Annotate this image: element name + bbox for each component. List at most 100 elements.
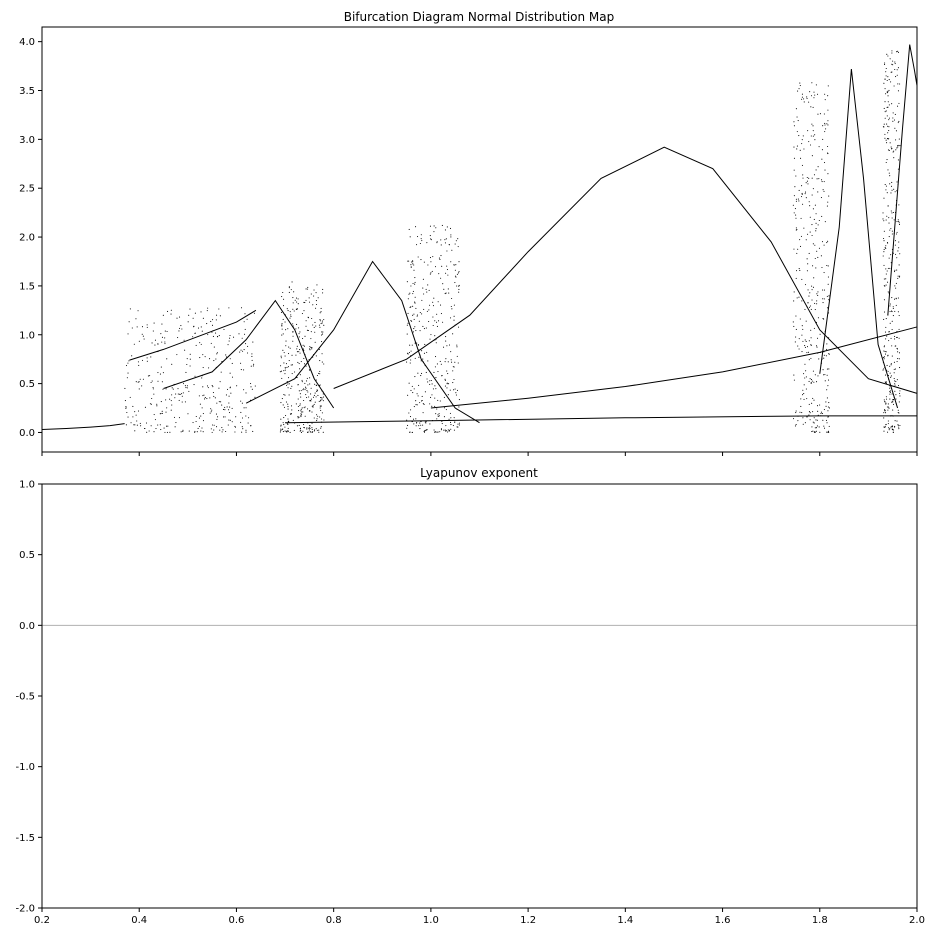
chaotic-point [305,288,307,290]
chaotic-point [893,157,895,159]
chaotic-point [219,315,221,317]
chaotic-point [185,371,187,374]
chaotic-point [322,393,324,395]
chaotic-point [807,233,809,235]
chaotic-point [811,426,813,428]
chaotic-point [213,395,215,397]
chaotic-point [320,311,322,313]
chaotic-point [287,387,289,389]
chaotic-point [896,51,898,53]
chaotic-point [451,297,453,300]
chaotic-point [411,431,413,433]
chaotic-point [887,420,889,422]
chaotic-point [447,429,449,431]
chaotic-point [885,161,887,164]
chaotic-point [826,348,828,350]
chaotic-point [421,400,423,402]
chaotic-point [793,121,795,123]
chaotic-point [888,236,890,238]
chaotic-point [412,392,414,394]
chaotic-point [423,308,425,310]
chaotic-point [888,222,890,224]
chaotic-point [446,345,448,347]
chaotic-point [282,349,284,351]
chaotic-point [887,370,889,372]
chaotic-point [210,342,212,344]
chaotic-point [435,227,437,229]
chaotic-point [808,177,810,179]
chaotic-point [827,406,829,408]
chaotic-point [433,231,435,233]
chaotic-point [218,387,220,389]
chaotic-point [414,281,416,283]
chaotic-point [406,324,408,326]
chaotic-point [315,292,317,294]
chaotic-point [419,312,421,314]
chaotic-point [419,242,421,245]
chaotic-point [153,414,155,416]
chaotic-point [892,64,894,66]
chaotic-point [250,382,252,385]
chaotic-point [453,315,455,317]
chaotic-point [895,139,897,141]
chaotic-point [429,257,432,259]
chaotic-point [216,402,218,404]
chaotic-point [816,250,818,252]
chaotic-point [883,197,885,199]
chaotic-point [423,431,426,433]
chaotic-point [456,389,459,391]
chaotic-point [311,405,313,407]
chaotic-point [310,431,312,433]
chaotic-point [153,393,155,395]
chaotic-point [165,425,168,427]
chaotic-point [304,415,306,417]
chaotic-point [795,217,797,219]
chaotic-point [181,395,183,397]
chaotic-point [136,424,138,426]
chaotic-point [163,427,165,429]
chaotic-point [803,398,805,400]
chaotic-point [314,392,316,394]
chaotic-point [808,141,810,143]
chaotic-point [883,356,885,358]
chaotic-point [899,83,901,85]
chaotic-point [212,319,214,321]
chaotic-point [809,205,811,207]
chaotic-point [174,426,176,428]
chaotic-point [897,122,899,124]
chaotic-point [428,289,430,291]
chaotic-point [805,376,807,378]
chaotic-point [818,358,820,360]
chaotic-point [447,431,449,433]
chaotic-point [280,365,282,367]
chaotic-point [306,377,308,379]
chaotic-point [410,409,412,411]
chaotic-point [234,431,236,433]
chaotic-point [815,169,817,171]
chaotic-point [156,405,158,407]
chaotic-point [431,383,433,385]
chaotic-point [819,113,821,115]
chaotic-point [182,383,185,385]
chaotic-point [170,400,172,402]
chaotic-point [822,369,824,371]
chaotic-point [198,395,200,397]
chaotic-point [430,379,432,382]
chaotic-point [415,400,417,402]
chaotic-point [801,93,803,95]
chaotic-point [200,343,202,345]
chaotic-point [818,247,820,249]
chaotic-point [250,425,252,427]
chaotic-point [897,277,899,279]
chaotic-point [889,390,891,392]
chaotic-point [204,397,206,399]
chaotic-point [811,82,813,84]
chaotic-point [204,356,206,358]
chaotic-point [212,386,214,388]
chaotic-point [143,427,146,430]
chaotic-point [431,405,433,407]
chaotic-point [245,392,247,394]
chaotic-point [290,413,293,415]
chaotic-point [889,365,891,367]
chaotic-point [827,124,829,126]
